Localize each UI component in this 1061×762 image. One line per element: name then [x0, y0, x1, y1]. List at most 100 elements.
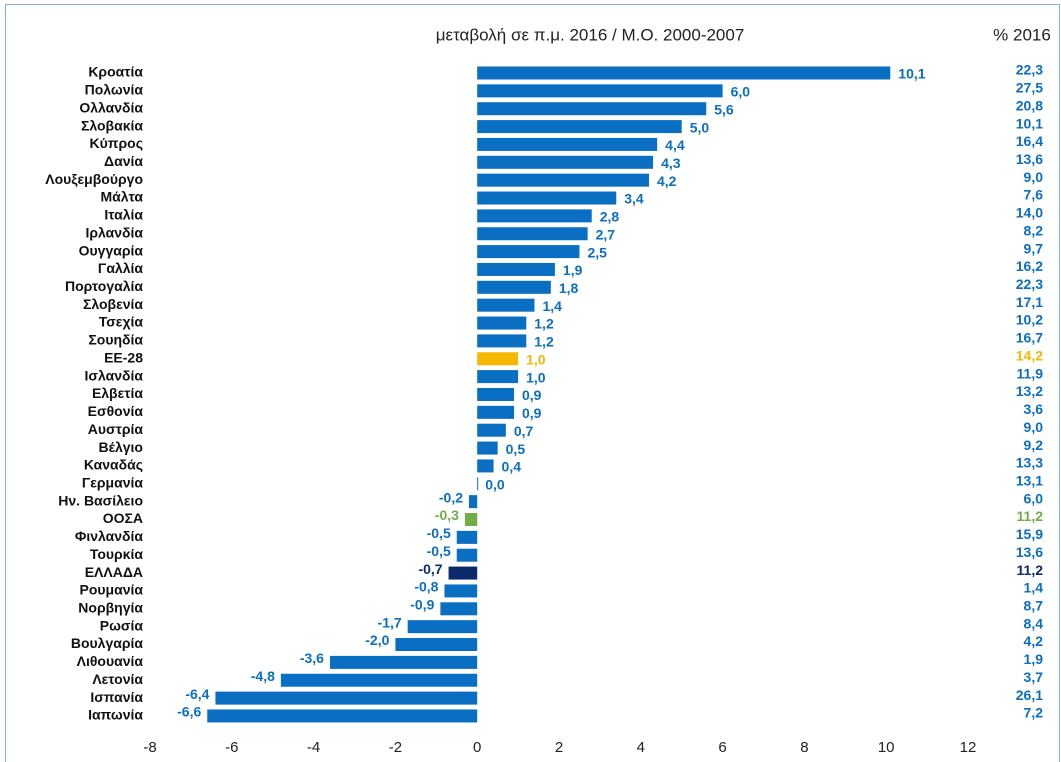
bar	[477, 334, 527, 348]
category-label: Τουρκία	[90, 546, 144, 562]
category-label: Λιθουανία	[77, 653, 144, 669]
x-tick-label: 8	[800, 739, 808, 756]
value-label: -0,5	[427, 543, 451, 559]
bar	[456, 530, 478, 544]
value-label: 2,8	[600, 209, 620, 225]
value-label: 0,0	[485, 476, 505, 492]
x-tick-label: 12	[960, 739, 977, 756]
chart-title: μεταβολή σε π.μ. 2016 / Μ.Ο. 2000-2007	[436, 25, 745, 44]
column-value: 8,4	[1024, 615, 1044, 631]
x-tick-label: 4	[637, 739, 645, 756]
bar	[477, 102, 707, 116]
category-label: Σουηδία	[88, 332, 143, 348]
column-value: 9,2	[1024, 437, 1044, 453]
column-value: 8,2	[1024, 222, 1044, 238]
value-label: 1,4	[542, 298, 562, 314]
bar	[477, 84, 723, 98]
bar	[477, 66, 891, 80]
category-label: Γερμανία	[82, 474, 144, 490]
x-tick-label: -4	[307, 739, 320, 756]
value-label: 4,4	[665, 137, 685, 153]
column-value: 4,2	[1024, 633, 1044, 649]
bar	[440, 602, 478, 616]
column-value: 6,0	[1024, 490, 1044, 506]
x-tick-label: -2	[389, 739, 402, 756]
value-label: 0,4	[502, 459, 522, 475]
category-label: Τσεχία	[99, 314, 144, 330]
category-label: Φινλανδία	[75, 528, 144, 544]
x-tick-label: -6	[225, 739, 238, 756]
bar	[444, 584, 478, 598]
x-tick-label: 0	[473, 739, 481, 756]
value-label: 1,2	[534, 316, 554, 332]
category-label: Καναδάς	[84, 457, 143, 473]
value-label: 6,0	[731, 84, 751, 100]
column-value: 16,2	[1016, 258, 1043, 274]
bar	[215, 691, 478, 705]
column-value: 11,2	[1017, 562, 1044, 578]
column-value: 10,2	[1016, 312, 1043, 328]
value-label: -0,8	[414, 579, 438, 595]
bar	[280, 673, 478, 687]
value-label: 1,0	[526, 369, 546, 385]
bar	[477, 137, 658, 151]
category-label: Ην. Βασίλειο	[58, 492, 143, 508]
value-label: -1,7	[378, 614, 402, 630]
column-value: 9,7	[1024, 240, 1044, 256]
category-label: Ουγγαρία	[79, 242, 144, 258]
value-label: 10,1	[898, 66, 925, 82]
column-value: 9,0	[1024, 419, 1044, 435]
column-value: 16,7	[1016, 330, 1043, 346]
category-label: Ιαπωνία	[88, 707, 143, 723]
value-label: -0,5	[427, 525, 451, 541]
bar	[477, 245, 580, 259]
column-value: 7,2	[1024, 705, 1044, 721]
column-value: 15,9	[1016, 526, 1043, 542]
bar	[477, 209, 592, 223]
column-value: 22,3	[1016, 62, 1043, 78]
value-label: -6,6	[177, 704, 201, 720]
value-label: 2,7	[596, 226, 616, 242]
category-label: Ισπανία	[90, 689, 143, 705]
value-label: 5,6	[714, 101, 734, 117]
category-label: ΕΕ-28	[104, 349, 143, 365]
frame	[5, 4, 1060, 762]
value-label: 0,9	[522, 387, 542, 403]
value-label: 3,4	[624, 191, 644, 207]
bar	[477, 477, 479, 491]
bar	[477, 227, 588, 241]
category-label: Ιταλία	[104, 207, 143, 223]
category-label: Ρωσία	[100, 617, 144, 633]
category-label: Ολλανδία	[79, 99, 143, 115]
column-value: 20,8	[1016, 97, 1043, 113]
value-label: -0,2	[439, 489, 463, 505]
category-label: Ελβετία	[92, 385, 143, 401]
value-label: 1,2	[534, 334, 554, 350]
bar	[464, 513, 478, 526]
value-label: 1,9	[563, 262, 583, 278]
column-value: 1,9	[1024, 651, 1044, 667]
value-label: -2,0	[365, 632, 389, 648]
bar	[395, 638, 478, 652]
column-value: 13,3	[1016, 455, 1043, 471]
column-value: 13,1	[1016, 472, 1043, 488]
category-label: Κροατία	[88, 64, 143, 80]
bar	[477, 262, 555, 276]
column-value: 3,7	[1024, 669, 1044, 685]
category-label: Αυστρία	[88, 421, 144, 437]
bar	[477, 423, 506, 437]
x-tick-label: 2	[555, 739, 563, 756]
column-value: 13,6	[1016, 151, 1043, 167]
column-value: 17,1	[1016, 294, 1043, 310]
bar	[329, 655, 478, 669]
category-label: Δανία	[104, 153, 143, 169]
bar	[477, 280, 551, 294]
category-label: Νορβηγία	[78, 600, 143, 616]
value-label: -3,6	[300, 650, 324, 666]
column-value: 1,4	[1024, 580, 1044, 596]
bar	[477, 120, 682, 134]
bar	[477, 298, 535, 312]
column-value: 16,4	[1016, 133, 1043, 149]
value-label: -0,7	[418, 561, 442, 577]
column-value: 11,2	[1017, 508, 1044, 524]
